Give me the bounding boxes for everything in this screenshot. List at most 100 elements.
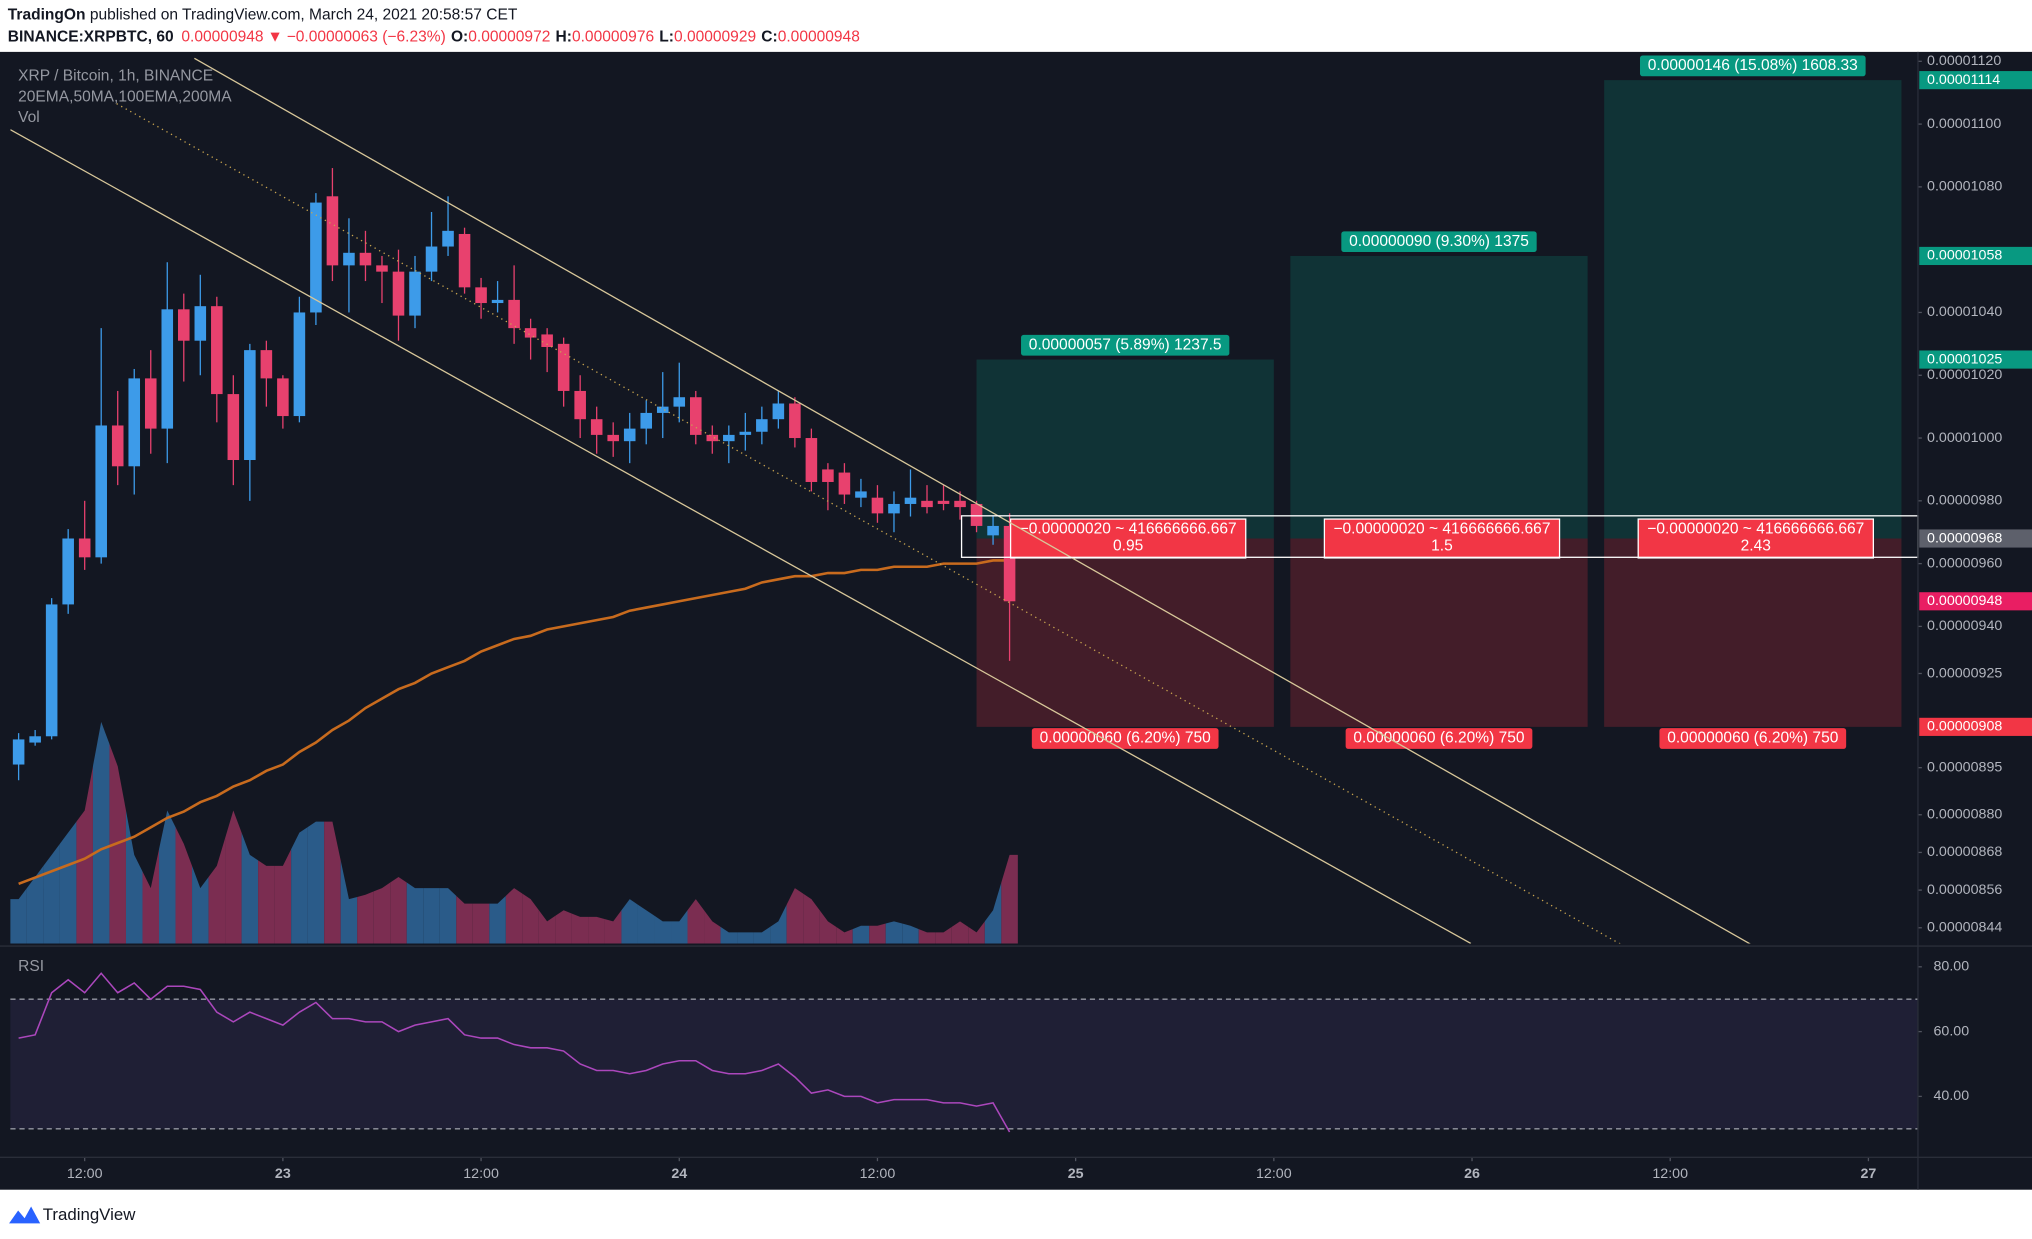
stop-badge [1919, 717, 2032, 736]
volume-area [836, 926, 853, 944]
target-label: 0.00000057 (5.89%) 1237.5 [1029, 336, 1222, 353]
volume-area [241, 832, 259, 944]
candle-body [161, 309, 174, 429]
stop-label-box [1031, 728, 1219, 749]
target-badge-label: 0.00001025 [1927, 351, 2002, 367]
volume-area [324, 821, 341, 944]
candle-body [838, 472, 851, 495]
l-label: L: [659, 29, 674, 46]
volume-area [968, 921, 985, 944]
volume-area [522, 893, 539, 944]
candle-body [78, 538, 91, 558]
volume-area [76, 766, 93, 944]
legend-title: XRP / Bitcoin, 1h, BINANCE [18, 68, 213, 85]
x-tick-label: 12:00 [1256, 1166, 1292, 1182]
stop-label-box [1345, 728, 1533, 749]
volume-area [654, 915, 672, 944]
x-tick-label: 12:00 [463, 1166, 499, 1182]
rsi-band [10, 999, 1918, 1129]
candle-body [524, 328, 537, 338]
brand-logo [9, 1206, 41, 1224]
channel-lower [10, 129, 1472, 944]
volume-area [803, 893, 820, 944]
volume-area [390, 876, 407, 944]
volume-area [291, 827, 308, 944]
author: TradingOn [8, 7, 86, 24]
volume-area [274, 849, 292, 944]
candle-body [855, 491, 867, 498]
x-tick-label: 12:00 [1652, 1166, 1688, 1182]
risk-label: −0.00000020 ~ 416666666.667 [1333, 521, 1550, 538]
candle-body [656, 406, 669, 413]
chart-background [0, 51, 2032, 1190]
volume-area [571, 913, 589, 944]
candle-body [541, 334, 553, 347]
y-tick-label: 0.00000925 [1927, 665, 2002, 681]
volume-area [720, 926, 738, 944]
legend-rsi: RSI [18, 958, 44, 975]
y-tick-label: 0.00001020 [1927, 367, 2002, 383]
candle-body [359, 252, 372, 266]
last-price-badge-label: 0.00000948 [1927, 593, 2002, 609]
volume-area [671, 910, 688, 944]
candle-body [475, 287, 487, 304]
volume-area [208, 838, 226, 944]
y-tick-label: 0.00001120 [1927, 53, 2001, 69]
volume-area [92, 721, 110, 944]
volume-area [555, 910, 572, 944]
rsi-line [18, 972, 1011, 1133]
candle-body [673, 397, 686, 407]
header-line: TradingOn published on TradingView.com, … [8, 7, 518, 24]
volume-area [489, 895, 506, 944]
published: published on TradingView.com, March 24, … [86, 7, 518, 24]
candle-body [623, 428, 636, 442]
candle-body [888, 503, 900, 514]
y-tick-label: 0.00000856 [1927, 882, 2002, 898]
rsi-tick-label: 80.00 [1934, 959, 1970, 975]
candle-body [293, 312, 306, 417]
candle-body [904, 497, 917, 504]
candle-body [590, 419, 603, 435]
candle-body [425, 246, 438, 272]
legend-indicators: 20EMA,50MA,100EMA,200MA [18, 88, 232, 105]
candle-body [937, 500, 950, 504]
candle-body [574, 390, 586, 420]
loss-zone [1604, 538, 1902, 727]
risk-label: −0.00000020 ~ 416666666.667 [1647, 521, 1864, 538]
volume-area [159, 810, 176, 944]
volume-area [902, 923, 919, 944]
last: 0.00000948 [181, 29, 263, 46]
candle-body [689, 397, 702, 435]
candle-body [789, 403, 801, 439]
volume-area [125, 810, 143, 944]
h: 0.00000976 [572, 29, 654, 46]
volume-area [737, 932, 754, 944]
candle-body [458, 233, 471, 288]
stop-label-box [1659, 728, 1847, 749]
candle-body [1003, 525, 1016, 602]
candle-body [491, 299, 504, 304]
candle-body [376, 265, 388, 272]
y-tick-label: 0.00000940 [1927, 618, 2002, 634]
chart-layers: 0.00000057 (5.89%) 1237.5 0.00000060 (6.2… [10, 53, 2032, 1182]
candle-body [723, 434, 735, 442]
c-label: C: [761, 29, 777, 46]
y-tick-label: 0.00000895 [1927, 759, 2002, 775]
target-badge-label: 0.00001114 [1927, 72, 2000, 88]
volume-area [225, 810, 242, 944]
candle-body [954, 500, 966, 508]
volume-area [918, 929, 936, 944]
change: −0.00000063 (−6.23%) [287, 29, 446, 46]
candle-body [640, 412, 653, 429]
l: 0.00000929 [674, 29, 756, 46]
target-badge-label: 0.00001058 [1927, 248, 2002, 264]
rsi-tick-label: 60.00 [1934, 1023, 1970, 1039]
candle-body [739, 431, 752, 435]
stop-badge-label: 0.00000908 [1927, 719, 2002, 735]
volume-area [1001, 854, 1018, 944]
x-tick-label: 26 [1464, 1166, 1480, 1182]
x-tick-label: 24 [671, 1166, 687, 1182]
volume-area [439, 888, 457, 944]
volume-area [637, 904, 655, 944]
volume-area [456, 895, 473, 944]
